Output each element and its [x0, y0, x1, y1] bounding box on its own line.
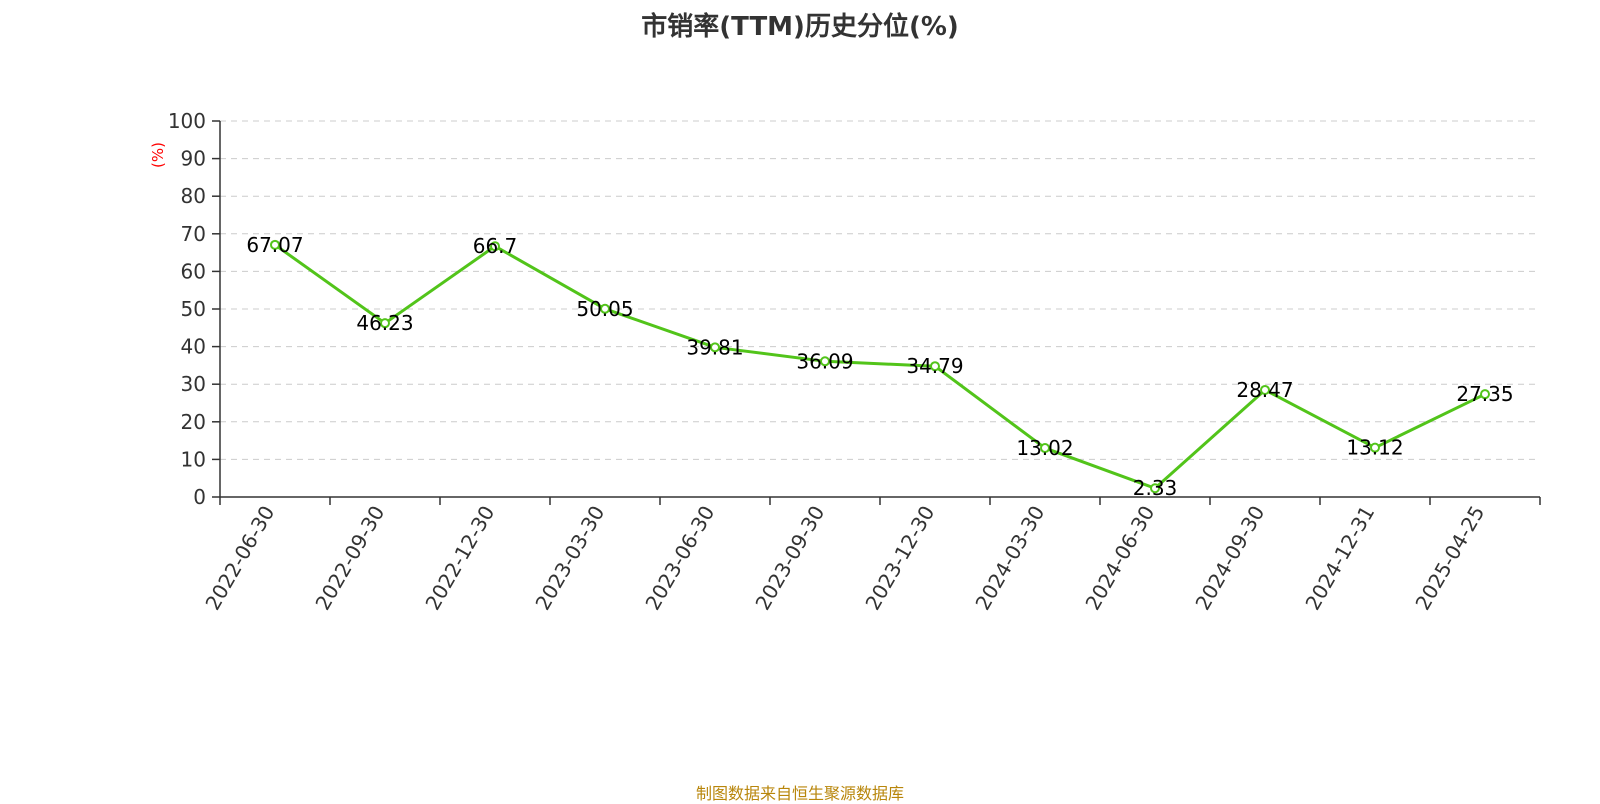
data-point — [270, 239, 280, 250]
x-tick-label: 2025-04-25 — [1410, 502, 1489, 615]
data-label: 46.23 — [356, 311, 413, 335]
data-point — [1260, 384, 1270, 395]
data-point — [710, 342, 720, 353]
y-tick-label: 40 — [181, 335, 206, 359]
source-footer: 制图数据来自恒生聚源数据库 — [695, 784, 904, 803]
data-point — [930, 361, 940, 372]
data-point — [490, 241, 500, 252]
data-point — [1480, 389, 1490, 400]
x-tick-label: 2024-09-30 — [1190, 502, 1269, 615]
y-tick-label: 50 — [181, 297, 206, 321]
y-tick-label: 70 — [181, 222, 206, 246]
data-label: 67.07 — [246, 233, 303, 257]
data-point — [820, 356, 830, 367]
data-label: 13.12 — [1346, 436, 1403, 460]
data-label: 66.7 — [473, 234, 518, 258]
x-tick-label: 2023-06-30 — [640, 502, 719, 615]
data-label: 27.35 — [1456, 382, 1513, 406]
x-tick-label: 2022-12-30 — [420, 502, 499, 615]
data-label: 36.09 — [796, 349, 853, 373]
data-point — [1040, 443, 1050, 454]
x-tick-label: 2024-03-30 — [970, 502, 1049, 615]
y-tick-label: 100 — [168, 109, 206, 133]
data-label: 50.05 — [576, 297, 633, 321]
x-tick-label: 2024-12-31 — [1300, 502, 1379, 615]
y-tick-label: 60 — [181, 259, 206, 283]
data-label: 28.47 — [1236, 378, 1293, 402]
x-tick-label: 2024-06-30 — [1080, 502, 1159, 615]
data-label: 34.79 — [906, 354, 963, 378]
y-tick-label: 80 — [181, 184, 206, 208]
x-tick-label: 2023-12-30 — [860, 502, 939, 615]
y-axis-label: (%) — [149, 142, 167, 168]
data-label: 2.33 — [1133, 476, 1178, 500]
y-tick-label: 30 — [181, 372, 206, 396]
y-tick-label: 90 — [181, 147, 206, 171]
data-point — [1150, 483, 1160, 494]
y-tick-label: 20 — [181, 410, 206, 434]
y-tick-label: 0 — [193, 485, 206, 509]
x-tick-label: 2022-09-30 — [310, 502, 389, 615]
x-tick-label: 2023-09-30 — [750, 502, 829, 615]
x-tick-label: 2022-06-30 — [200, 502, 279, 615]
chart-title: 市销率(TTM)历史分位(%) — [641, 12, 959, 42]
y-tick-label: 10 — [181, 447, 206, 471]
data-point — [1370, 442, 1380, 453]
series-line — [274, 243, 1486, 490]
data-label: 13.02 — [1016, 436, 1073, 460]
data-point — [600, 303, 610, 314]
x-tick-label: 2023-03-30 — [530, 502, 609, 615]
data-label: 39.81 — [686, 335, 743, 359]
data-point — [380, 318, 390, 329]
